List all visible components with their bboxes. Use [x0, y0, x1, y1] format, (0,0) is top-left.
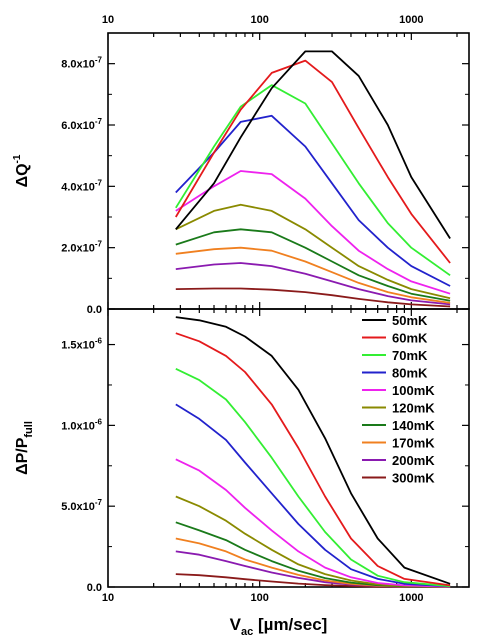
series-line-80mK [175, 403, 451, 588]
series-line-200mK [175, 262, 451, 306]
bottom-plot-frame [107, 308, 470, 588]
bottom-series [175, 316, 451, 588]
y-tick-label: 1.0x10-6 [61, 417, 102, 432]
legend-label: 170mK [392, 436, 435, 451]
legend-label: 120mK [392, 401, 435, 416]
x-tick-label: 10 [102, 592, 114, 604]
legend: 50mK 60mK 70mK 80mK 100mK 120mK 140mK 170mK 200m… [362, 313, 435, 486]
legend-label: 140mK [392, 418, 435, 433]
x-tick-label: 10 [102, 14, 114, 26]
legend-item: 100mK [362, 383, 435, 398]
legend-item: 60mK [362, 331, 428, 346]
legend-label: 300mK [392, 471, 435, 486]
legend-item: 300mK [362, 471, 435, 486]
series-line-70mK [175, 367, 451, 588]
x-axis-title: Vac [µm/sec] [230, 615, 328, 638]
bottom-y-axis-title: ΔP/Pfull [14, 421, 35, 475]
legend-item: 120mK [362, 401, 435, 416]
legend-item: 200mK [362, 453, 435, 468]
x-tick-label: 1000 [399, 592, 423, 604]
series-line-70mK [175, 84, 451, 277]
legend-label: 80mK [392, 366, 428, 381]
x-tick-label: 1000 [399, 14, 423, 26]
bottom-panel: 10 100 1000 0.0 5.0x10-7 1.0x10-6 1.5x10-6 ΔP/P… [14, 308, 470, 638]
legend-label: 50mK [392, 313, 428, 328]
series-line-60mK [175, 59, 451, 264]
y-tick-label: 4.0x10-7 [61, 178, 102, 193]
legend-item: 170mK [362, 436, 435, 451]
legend-item: 70mK [362, 348, 428, 363]
series-line-300mK [175, 287, 451, 308]
legend-label: 70mK [392, 348, 428, 363]
y-tick-label: 0.0 [87, 582, 102, 594]
legend-label: 100mK [392, 383, 435, 398]
y-tick-label: 5.0x10-7 [61, 498, 102, 513]
series-line-100mK [175, 170, 451, 295]
top-panel: 10 100 1000 0.0 2.0x10-7 4.0x10-7 6.0x10-7 8.0x… [12, 14, 470, 316]
y-tick-label: 1.5x10-6 [61, 337, 102, 352]
y-tick-label: 2.0x10-7 [61, 240, 102, 255]
series-line-60mK [175, 332, 451, 587]
series-line-120mK [175, 495, 451, 588]
legend-label: 200mK [392, 453, 435, 468]
series-line-50mK [175, 50, 451, 239]
legend-item: 80mK [362, 366, 428, 381]
y-tick-label: 6.0x10-7 [61, 117, 102, 132]
top-y-axis-title: ΔQ-1 [12, 154, 31, 187]
x-tick-label: 100 [250, 592, 268, 604]
series-line-50mK [175, 316, 451, 585]
x-tick-label: 100 [250, 14, 268, 26]
series-line-140mK [175, 228, 451, 302]
top-x-ticks [107, 33, 458, 309]
legend-item: 140mK [362, 418, 435, 433]
series-line-170mK [175, 246, 451, 304]
top-series [175, 50, 451, 308]
series-line-100mK [175, 458, 451, 588]
legend-item: 50mK [362, 313, 428, 328]
legend-label: 60mK [392, 331, 428, 346]
series-line-120mK [175, 203, 451, 300]
series-line-80mK [175, 114, 451, 287]
y-tick-label: 8.0x10-7 [61, 56, 102, 71]
y-tick-label: 0.0 [87, 304, 102, 316]
